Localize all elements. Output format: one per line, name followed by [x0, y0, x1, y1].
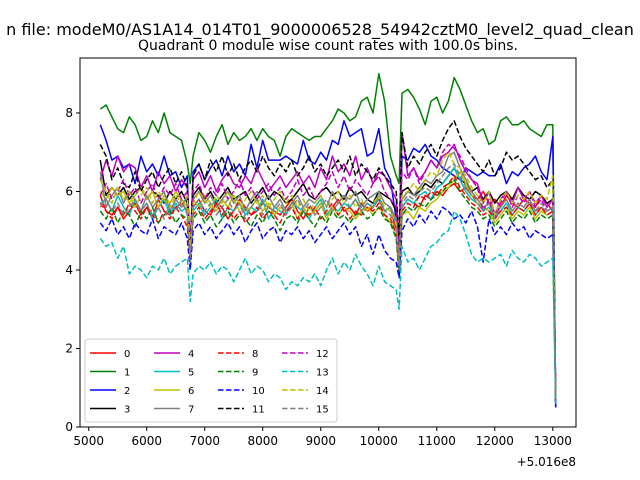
series-line-15	[99, 163, 557, 400]
legend-label: 7	[188, 405, 194, 416]
legend-label: 14	[316, 386, 329, 397]
x-tick-label: 7000	[189, 434, 220, 448]
series-line-14	[99, 151, 557, 400]
series-line-13	[99, 210, 557, 404]
y-tick-label: 0	[65, 420, 73, 434]
series-line-6	[99, 171, 557, 400]
x-tick-label: 11000	[418, 434, 456, 448]
y-axis: 0 2 4 6 8	[65, 106, 80, 434]
legend-label: 15	[316, 405, 329, 416]
legend-label: 8	[252, 349, 258, 360]
x-tick-label: 12000	[476, 434, 514, 448]
chart-title: Quadrant 0 module wise count rates with …	[138, 38, 518, 54]
series-line-8	[99, 175, 557, 396]
series-layer	[99, 72, 557, 408]
y-tick-label: 8	[65, 106, 73, 120]
legend-label: 0	[124, 349, 130, 360]
legend-label: 6	[188, 386, 194, 397]
series-line-2	[99, 120, 557, 408]
x-tick-label: 13000	[534, 434, 572, 448]
legend-label: 12	[316, 349, 329, 360]
suptitle: n file: modeM0/AS1A14_014T01_9000006528_…	[6, 20, 634, 40]
series-line-11	[99, 120, 557, 396]
x-axis: 5000 6000 7000 8000 9000 10000 11000 12000 13000	[73, 427, 572, 448]
plot-frame	[79, 57, 577, 428]
x-offset-label: +5.016e8	[517, 455, 576, 469]
legend-label: 4	[188, 349, 194, 360]
x-tick-label: 8000	[247, 434, 278, 448]
series-line-9	[99, 178, 557, 400]
x-tick-label: 9000	[305, 434, 336, 448]
y-tick-label: 2	[65, 341, 73, 355]
legend-label: 13	[316, 368, 329, 379]
legend-box	[84, 338, 338, 423]
legend-label: 3	[124, 405, 130, 416]
legend-label: 2	[124, 386, 130, 397]
series-line-1	[99, 72, 557, 404]
legend-label: 5	[188, 368, 194, 379]
legend-label: 9	[252, 368, 258, 379]
legend-label: 1	[124, 368, 130, 379]
legend-label: 10	[252, 386, 265, 397]
y-tick-label: 6	[65, 184, 73, 198]
x-tick-label: 5000	[73, 434, 104, 448]
y-tick-label: 4	[65, 263, 73, 277]
x-tick-label: 10000	[360, 434, 398, 448]
series-line-4	[99, 131, 557, 396]
series-line-7	[99, 151, 557, 400]
x-tick-label: 6000	[131, 434, 162, 448]
legend-label: 11	[252, 405, 265, 416]
series-line-10	[99, 206, 557, 408]
